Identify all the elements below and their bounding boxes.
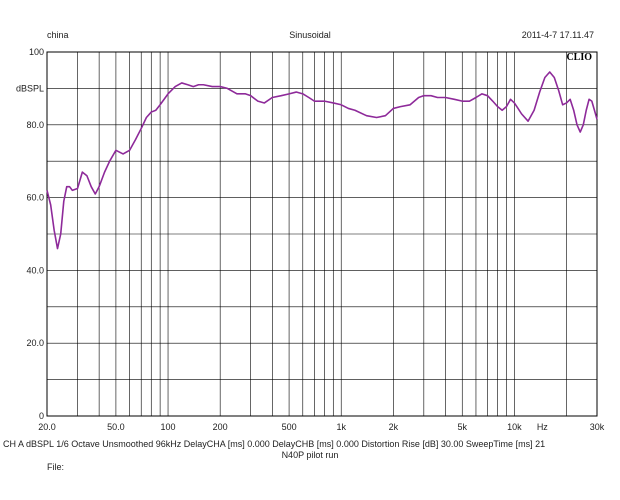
x-tick-label: 20.0 [38,422,56,432]
grid-lines [47,52,597,416]
y-tick-labels: 0 20.0 40.0 60.0 80.0 dBSPL 100 [16,47,44,421]
y-tick-label: 60.0 [26,193,44,203]
frequency-response-curve [46,71,598,250]
header-mode-label: Sinusoidal [289,30,331,40]
y-tick-label: 20.0 [26,338,44,348]
x-tick-label: 1k [336,422,346,432]
x-tick-label: 5k [457,422,467,432]
y-tick-label: 100 [29,47,44,57]
x-tick-label: 50.0 [107,422,125,432]
x-tick-label: 100 [161,422,176,432]
x-tick-label: 200 [213,422,228,432]
file-label: File: [47,462,65,472]
run-note: N40P pilot run [281,450,339,460]
header-timestamp: 2011-4-7 17.11.47 [521,30,594,40]
x-tick-labels: 20.0 50.0 100 200 500 1k 2k 5k 10k Hz 30k [38,422,605,432]
header-left-label: china [47,30,69,40]
x-tick-label: 2k [389,422,399,432]
y-tick-label: 80.0 [26,120,44,130]
x-tick-label: 500 [282,422,297,432]
x-tick-label: 10k [507,422,522,432]
y-tick-label: dBSPL [16,83,44,93]
y-tick-label: 0 [39,411,44,421]
clio-logo-text: CLIO [566,52,592,63]
x-tick-label: Hz [537,422,548,432]
x-tick-label: 30k [590,422,605,432]
plot-frame [46,51,598,417]
measurement-settings: CH A dBSPL 1/6 Octave Unsmoothed 96kHz D… [3,439,546,449]
y-tick-label: 40.0 [26,265,44,275]
